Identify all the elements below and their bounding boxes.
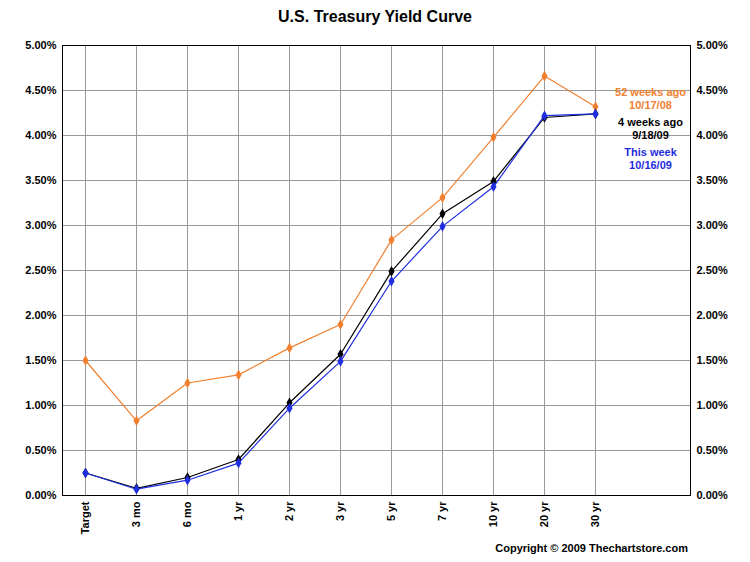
svg-text:1.00%: 1.00% [697, 399, 728, 411]
html-text:Copyright © 2009 Thechartstore: Copyright © 2009 Thechartstore.com [495, 542, 688, 554]
svg-text:10/16/09: 10/16/09 [629, 159, 672, 171]
svg-text:3 yr: 3 yr [334, 501, 346, 521]
svg-text:10/17/08: 10/17/08 [629, 99, 672, 111]
svg-text:0.00%: 0.00% [25, 489, 56, 501]
svg-text:30 yr: 30 yr [589, 501, 601, 527]
svg-text:0.50%: 0.50% [25, 444, 56, 456]
svg-text:4.50%: 4.50% [697, 84, 728, 96]
svg-text:52 weeks ago: 52 weeks ago [615, 86, 686, 98]
svg-text:2.00%: 2.00% [25, 309, 56, 321]
svg-text:7 yr: 7 yr [436, 501, 448, 521]
svg-text:2 yr: 2 yr [283, 501, 295, 521]
svg-text:4 weeks ago: 4 weeks ago [618, 116, 683, 128]
svg-text:5.00%: 5.00% [697, 39, 728, 51]
svg-text:4.00%: 4.00% [25, 129, 56, 141]
svg-text:3.00%: 3.00% [697, 219, 728, 231]
svg-text:2.00%: 2.00% [697, 309, 728, 321]
svg-text:5.00%: 5.00% [25, 39, 56, 51]
svg-text:3.00%: 3.00% [25, 219, 56, 231]
svg-text:5 yr: 5 yr [385, 501, 397, 521]
svg-text:Target: Target [79, 501, 91, 534]
html-text:U.S. Treasury Yield Curve: U.S. Treasury Yield Curve [278, 8, 472, 25]
svg-text:2.50%: 2.50% [25, 264, 56, 276]
svg-text:4.00%: 4.00% [697, 129, 728, 141]
svg-text:0.50%: 0.50% [697, 444, 728, 456]
svg-text:3.50%: 3.50% [25, 174, 56, 186]
svg-text:20 yr: 20 yr [538, 501, 550, 527]
svg-text:1.00%: 1.00% [25, 399, 56, 411]
svg-text:3.50%: 3.50% [697, 174, 728, 186]
svg-text:10 yr: 10 yr [487, 501, 499, 527]
svg-text:1 yr: 1 yr [232, 501, 244, 521]
svg-text:0.00%: 0.00% [697, 489, 728, 501]
svg-text:3 mo: 3 mo [130, 501, 142, 527]
svg-text:1.50%: 1.50% [25, 354, 56, 366]
svg-text:This week: This week [624, 146, 677, 158]
svg-text:6 mo: 6 mo [181, 501, 193, 527]
svg-text:2.50%: 2.50% [697, 264, 728, 276]
svg-text:4.50%: 4.50% [25, 84, 56, 96]
svg-text:1.50%: 1.50% [697, 354, 728, 366]
svg-text:9/18/09: 9/18/09 [632, 129, 669, 141]
